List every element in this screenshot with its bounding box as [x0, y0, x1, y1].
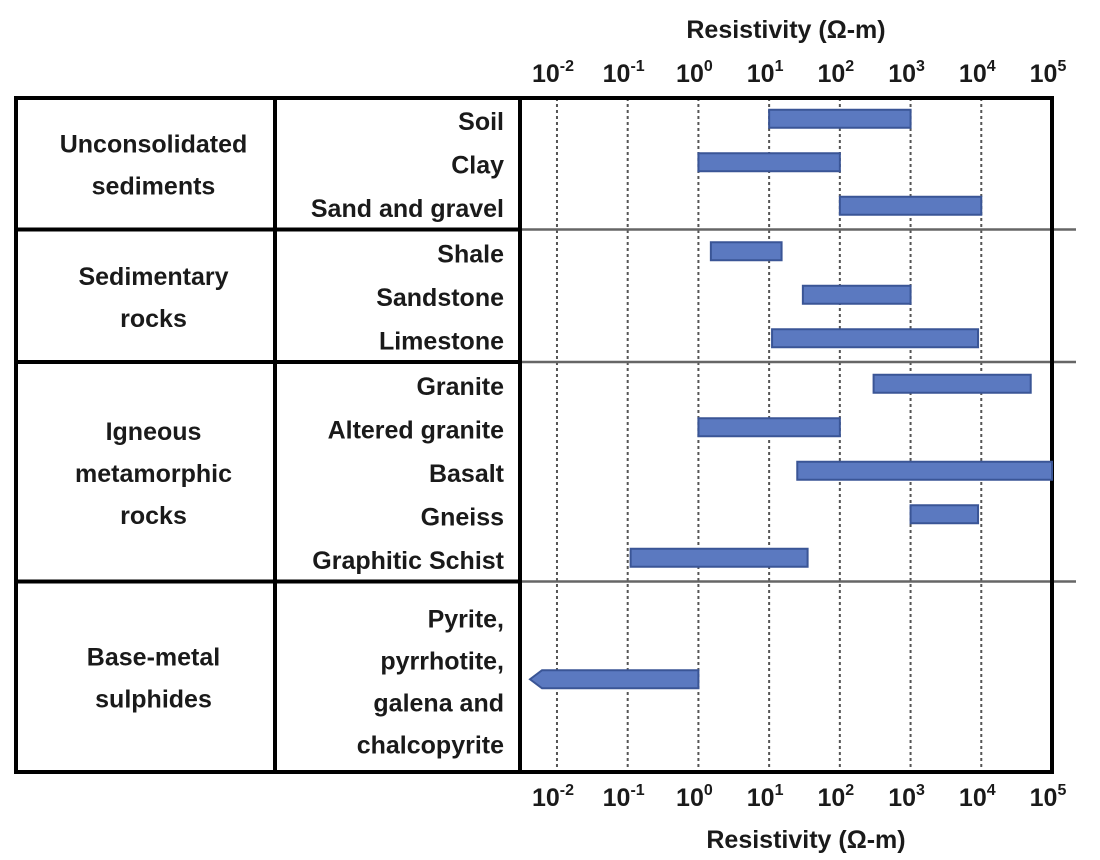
group-label-0-line-1: sediments	[92, 172, 216, 200]
rock-label-9-line-0: Gneiss	[421, 503, 504, 531]
tick-base: 10	[817, 60, 845, 88]
tick-exponent: -1	[630, 782, 644, 799]
bar-6	[872, 373, 1032, 394]
tick-exponent: 1	[775, 782, 784, 799]
rock-label-4-line-0: Sandstone	[376, 284, 504, 312]
tick-label-top-5: 103	[888, 58, 925, 88]
tick-exponent: 4	[987, 782, 996, 799]
tick-exponent: -2	[560, 782, 574, 799]
group-label-0-line-0: Unconsolidated	[60, 130, 248, 158]
tick-exponent: 5	[1057, 782, 1066, 799]
tick-exponent: 3	[916, 58, 925, 75]
tick-base: 10	[603, 60, 631, 88]
tick-label-top-0: 10-2	[532, 58, 574, 88]
rock-label-11-line-3: chalcopyrite	[357, 731, 504, 759]
bar-10	[629, 547, 809, 568]
group-label-2-line-0: Igneous	[106, 418, 202, 446]
bar-11	[528, 669, 700, 690]
rock-label-1-line-0: Clay	[451, 151, 504, 179]
rock-label-8-line-0: Basalt	[429, 460, 505, 488]
tick-label-top-1: 10-1	[603, 58, 645, 88]
x-axis-title-top: Resistivity (Ω-m)	[686, 16, 885, 44]
tick-base: 10	[676, 60, 704, 88]
tick-base: 10	[959, 60, 987, 88]
tick-base: 10	[1030, 784, 1058, 812]
tick-label-top-6: 104	[959, 58, 996, 88]
bar-3	[709, 241, 783, 262]
rock-label-11-line-1: pyrrhotite,	[380, 647, 504, 675]
tick-label-bottom-5: 103	[888, 782, 925, 812]
tick-label-bottom-2: 100	[676, 782, 713, 812]
tick-label-top-3: 101	[747, 58, 784, 88]
text-layer: Resistivity (Ω-m) Resistivity (Ω-m) 10-2…	[60, 16, 1067, 854]
tick-base: 10	[603, 784, 631, 812]
bar-0	[768, 108, 912, 129]
rock-label-10-line-0: Graphitic Schist	[312, 547, 504, 575]
tick-exponent: 2	[845, 58, 854, 75]
tick-base: 10	[817, 784, 845, 812]
tick-exponent: 5	[1057, 58, 1066, 75]
frame-layer	[14, 96, 1076, 774]
tick-exponent: 1	[775, 58, 784, 75]
tick-label-bottom-4: 102	[817, 782, 854, 812]
tick-base: 10	[532, 60, 560, 88]
rock-label-0-line-0: Soil	[458, 108, 504, 136]
bar-2	[838, 195, 983, 216]
group-label-1-line-0: Sedimentary	[78, 263, 228, 291]
bar-4	[801, 284, 912, 305]
bar-5	[771, 328, 980, 349]
tick-base: 10	[532, 784, 560, 812]
tick-label-top-7: 105	[1030, 58, 1067, 88]
bar-8	[796, 460, 1053, 481]
rock-label-7-line-0: Altered granite	[328, 416, 505, 444]
tick-exponent: 3	[916, 782, 925, 799]
rock-label-11-line-2: galena and	[373, 689, 504, 717]
bar-layer	[528, 108, 1053, 690]
tick-label-bottom-6: 104	[959, 782, 996, 812]
tick-label-top-4: 102	[817, 58, 854, 88]
tick-base: 10	[747, 784, 775, 812]
rock-label-6-line-0: Granite	[416, 373, 504, 401]
table-frame	[14, 96, 1054, 774]
rock-label-2-line-0: Sand and gravel	[311, 195, 504, 223]
tick-label-bottom-0: 10-2	[532, 782, 574, 812]
tick-base: 10	[1030, 60, 1058, 88]
tick-base: 10	[959, 784, 987, 812]
tick-exponent: -1	[630, 58, 644, 75]
tick-label-bottom-3: 101	[747, 782, 784, 812]
tick-base: 10	[747, 60, 775, 88]
tick-exponent: 2	[845, 782, 854, 799]
tick-exponent: 0	[704, 782, 713, 799]
tick-exponent: 0	[704, 58, 713, 75]
tick-label-bottom-7: 105	[1030, 782, 1067, 812]
tick-exponent: -2	[560, 58, 574, 75]
tick-base: 10	[888, 60, 916, 88]
group-label-2-line-1: metamorphic	[75, 460, 232, 488]
rock-label-3-line-0: Shale	[437, 240, 504, 268]
tick-exponent: 4	[987, 58, 996, 75]
bar-1	[697, 152, 841, 173]
tick-label-top-2: 100	[676, 58, 713, 88]
group-label-2-line-2: rocks	[120, 502, 187, 530]
rock-label-5-line-0: Limestone	[379, 327, 504, 355]
group-label-1-line-1: rocks	[120, 305, 187, 333]
tick-base: 10	[676, 784, 704, 812]
tick-base: 10	[888, 784, 916, 812]
tick-label-bottom-1: 10-1	[603, 782, 645, 812]
group-label-3-line-1: sulphides	[95, 685, 212, 713]
rock-label-11-line-0: Pyrite,	[428, 605, 504, 633]
x-axis-title-bottom: Resistivity (Ω-m)	[706, 826, 905, 854]
bar-7	[697, 417, 841, 438]
bar-9	[909, 504, 980, 525]
group-label-3-line-0: Base-metal	[87, 643, 220, 671]
